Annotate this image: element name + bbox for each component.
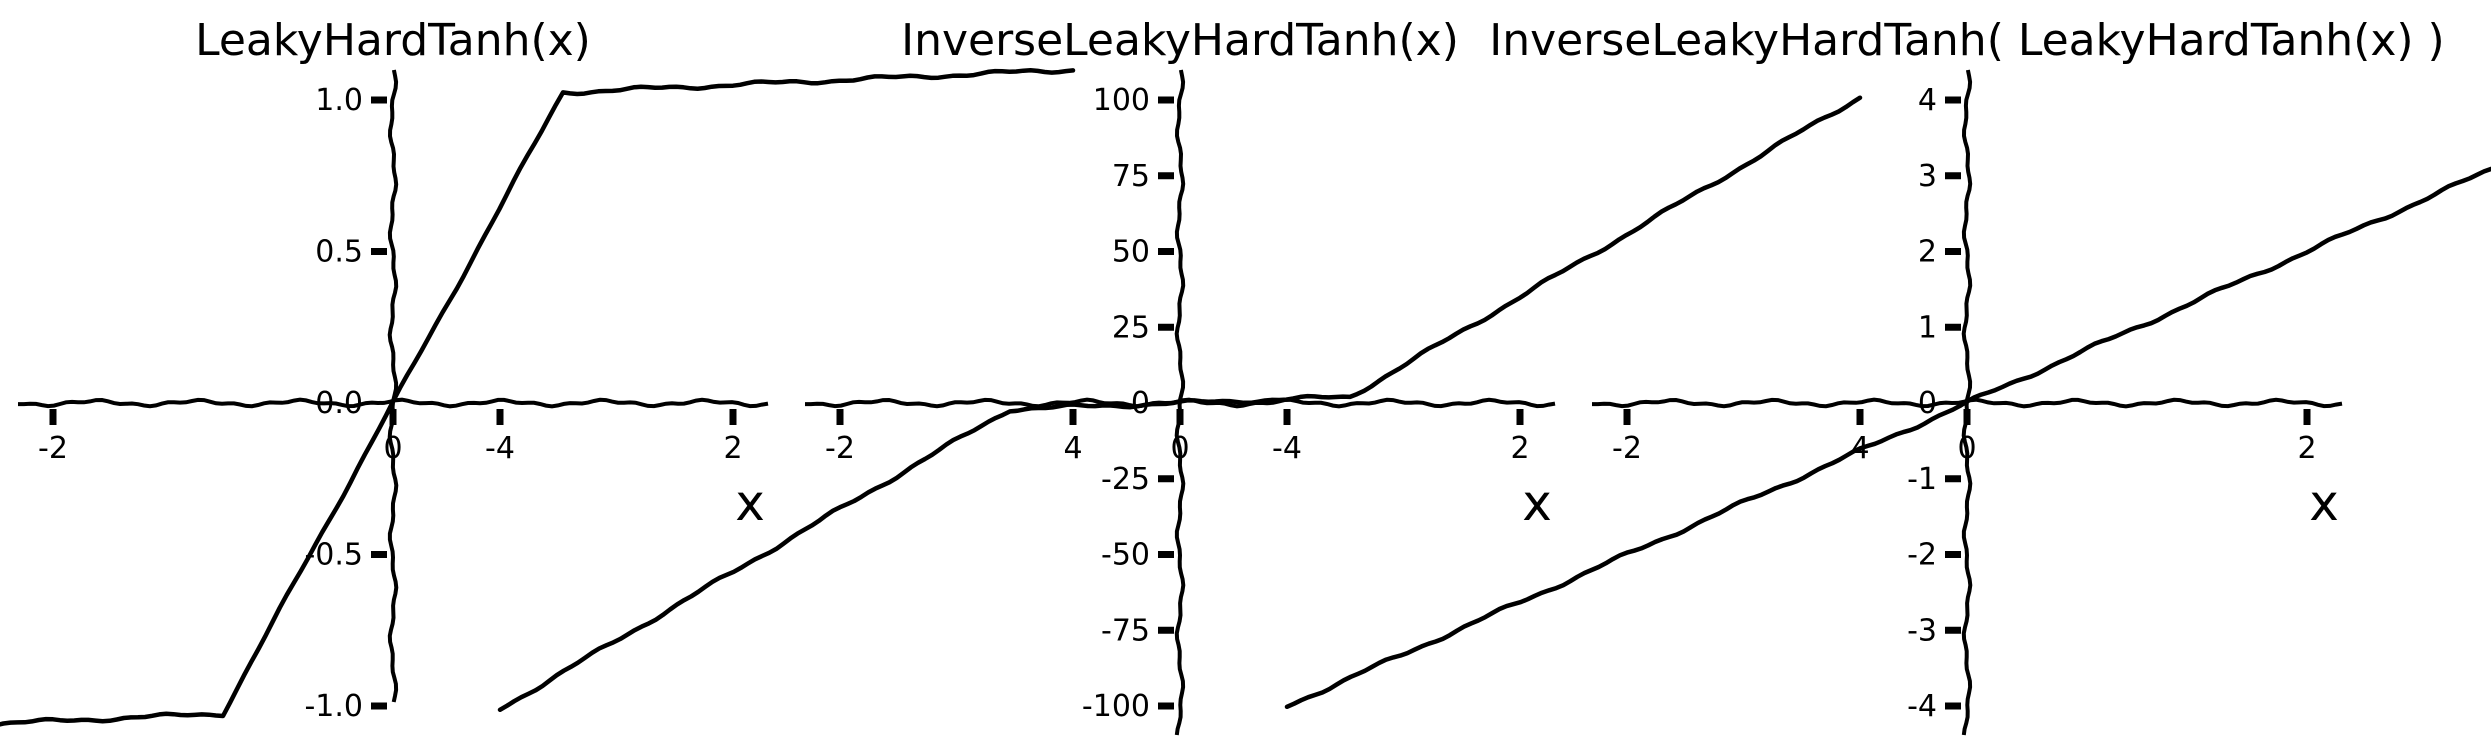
y-tick-label: -4 bbox=[1907, 689, 1937, 724]
y-tick-label: -75 bbox=[1101, 613, 1150, 648]
x-tick-label: -2 bbox=[825, 431, 855, 466]
chart-panel-3: InverseLeakyHardTanh( LeakyHardTanh(x) )… bbox=[1272, 15, 2491, 736]
y-tick-label: -25 bbox=[1101, 462, 1150, 497]
y-tick-label: 50 bbox=[1112, 235, 1150, 270]
x-tick-label: -4 bbox=[485, 431, 515, 466]
chart-panel-1: LeakyHardTanh(x) -4 -2 0 2 4 -1.0 -0.5 0.0 0.5 1.0… bbox=[0, 15, 1083, 727]
y-tick-label: 2 bbox=[1918, 235, 1937, 270]
series-line-1 bbox=[497, 95, 1863, 713]
y-tick-label: -100 bbox=[1082, 689, 1150, 724]
y-tick-label: 1.0 bbox=[315, 83, 363, 118]
x-axis-label: x bbox=[1522, 474, 1552, 532]
y-tick-label: 0.0 bbox=[315, 386, 363, 421]
series-line-1 bbox=[0, 68, 1076, 727]
y-tick-label: 3 bbox=[1918, 159, 1937, 194]
y-tick-label: 75 bbox=[1112, 159, 1150, 194]
x-axis-label: x bbox=[735, 474, 765, 532]
x-tick-label: -2 bbox=[1612, 431, 1642, 466]
chart-title: LeakyHardTanh(x) bbox=[195, 15, 591, 66]
y-tick-label: 25 bbox=[1112, 310, 1150, 345]
x-axis-label: x bbox=[2309, 474, 2339, 532]
y-tick-label: 4 bbox=[1918, 83, 1937, 118]
chart-title: InverseLeakyHardTanh(x) bbox=[901, 15, 1459, 66]
x-tick-label: -4 bbox=[1272, 431, 1302, 466]
y-tick-label: 0 bbox=[1918, 386, 1937, 421]
y-tick-label: -0.5 bbox=[304, 538, 363, 573]
y-tick-label: -1.0 bbox=[304, 689, 363, 724]
y-tick-label: -2 bbox=[1907, 538, 1937, 573]
y-tick-label: 1 bbox=[1918, 310, 1937, 345]
x-tick-label: 4 bbox=[1063, 431, 1082, 466]
y-tick-label: 100 bbox=[1093, 83, 1150, 118]
y-tick-label: -1 bbox=[1907, 462, 1937, 497]
x-tick-label: 2 bbox=[2297, 431, 2316, 466]
x-tick-label: 0 bbox=[1170, 431, 1189, 466]
x-tick-label: 0 bbox=[383, 431, 402, 466]
x-tick-label: 0 bbox=[1957, 431, 1976, 466]
x-tick-label: 2 bbox=[723, 431, 742, 466]
chart-panel-2: InverseLeakyHardTanh(x) -4 -2 0 2 4 -100 -75 -50… bbox=[485, 15, 1870, 736]
series-line-1 bbox=[1284, 166, 2491, 710]
chart-title: InverseLeakyHardTanh( LeakyHardTanh(x) ) bbox=[1489, 15, 2444, 66]
x-tick-label: 2 bbox=[1510, 431, 1529, 466]
y-axis-line bbox=[387, 69, 399, 703]
y-tick-label: -50 bbox=[1101, 538, 1150, 573]
x-tick-label: -2 bbox=[38, 431, 68, 466]
y-tick-label: 0.5 bbox=[315, 235, 363, 270]
y-tick-label: -3 bbox=[1907, 613, 1937, 648]
